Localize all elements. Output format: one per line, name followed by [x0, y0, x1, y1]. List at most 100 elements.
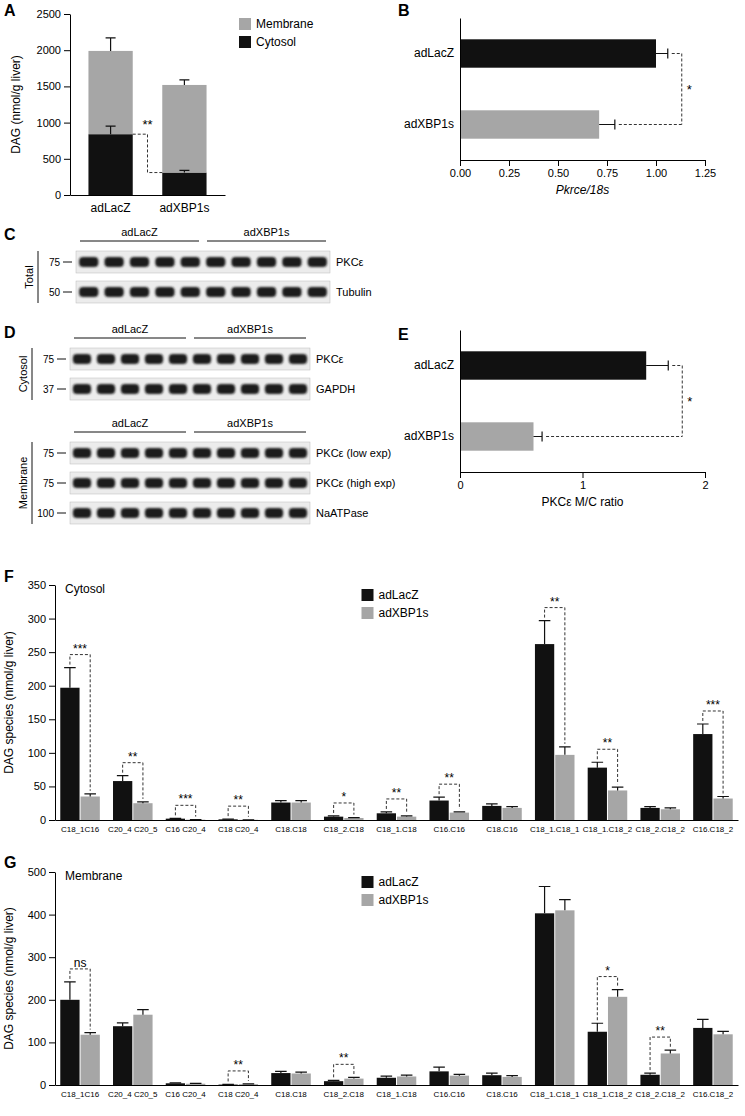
blot-band — [181, 257, 200, 267]
bar — [88, 134, 132, 195]
bar — [133, 1015, 152, 1085]
tick-label: C16.C18_2 — [693, 1090, 734, 1099]
group-label: adXBP1s — [227, 417, 273, 429]
significance-bracket — [546, 366, 682, 437]
tick-mark — [705, 160, 706, 166]
figure: A05001000150020002500adLacZadXBP1sDAG (n… — [0, 0, 745, 1116]
tick: 1500 — [37, 80, 70, 92]
blot-band — [121, 354, 139, 364]
section-bracket — [38, 251, 39, 303]
error-bar — [646, 361, 668, 371]
tick: C20_4 C20_5 — [108, 820, 158, 834]
section-label: Cytosol — [17, 356, 29, 393]
blot-band — [97, 384, 115, 394]
tick-label: 150 — [28, 713, 46, 725]
error-bar — [401, 1075, 413, 1076]
group-underline — [74, 432, 186, 433]
error-bar — [137, 802, 149, 803]
legend-label: Cytosol — [256, 35, 296, 49]
blot-band — [289, 448, 307, 458]
tick: C20_4 C20_5 — [108, 1085, 158, 1099]
tick: 250 — [28, 646, 55, 658]
bar — [292, 803, 311, 820]
error-bar — [454, 1074, 466, 1075]
error-bar — [348, 817, 360, 819]
axis: 012 — [457, 472, 708, 491]
blot-band — [155, 287, 174, 297]
axis: adLacZadXBP1s — [71, 195, 226, 215]
bar — [460, 422, 534, 450]
blot-band — [241, 448, 259, 458]
mw-label: 50 — [49, 287, 61, 298]
bar — [640, 808, 659, 820]
tick-label: 200 — [28, 994, 46, 1006]
mw-dash — [63, 262, 72, 263]
blot-band — [217, 384, 235, 394]
mw-dash — [57, 359, 66, 360]
row-label: Tubulin — [336, 286, 372, 298]
blot-band — [265, 384, 283, 394]
group-label: adXBP1s — [227, 323, 273, 335]
error-bar — [697, 724, 709, 734]
error-bar — [665, 1050, 677, 1053]
tick-label: C18 C20_4 — [218, 825, 259, 834]
marks — [60, 621, 732, 820]
tick: C18_2.C18 — [324, 820, 365, 834]
tick: 300 — [28, 613, 55, 625]
tick: C18_1C16 — [61, 1085, 100, 1099]
error-bar — [534, 432, 543, 442]
tick: adXBP1s — [159, 195, 209, 215]
significance-label: * — [605, 964, 610, 978]
bar — [535, 644, 554, 820]
error-bar — [222, 819, 234, 820]
row-label: PKCε — [316, 353, 344, 365]
significance-bracket — [545, 608, 565, 744]
axis: 0100200300400500 — [28, 866, 56, 1091]
blot-band — [193, 448, 211, 458]
tick-mark — [64, 159, 70, 160]
tick: C16 C20_4 — [165, 820, 206, 834]
legend: adLacZadXBP1s — [362, 588, 429, 620]
tick-label: C18_1.C18 — [376, 1090, 417, 1099]
blot-band — [145, 478, 163, 488]
blot-band — [241, 384, 259, 394]
error-bar — [328, 1080, 340, 1082]
blot-band — [73, 384, 91, 394]
blot-band — [73, 354, 91, 364]
bar — [713, 799, 732, 820]
tick-label: 100 — [28, 1036, 46, 1048]
axis-line — [70, 15, 71, 196]
tick: 0 — [40, 1079, 55, 1091]
tick-label: C18_1.C18 — [376, 825, 417, 834]
tick-mark — [49, 786, 55, 787]
blot-band — [217, 354, 235, 364]
blot: adLacZadXBP1sPKCε75Tubulin50Total — [23, 226, 372, 303]
error-bar — [64, 982, 76, 1000]
error-bar — [106, 38, 116, 51]
group-label: adLacZ — [112, 417, 149, 429]
bar — [133, 803, 152, 820]
tick: C18 C20_4 — [218, 820, 259, 834]
blot-band — [121, 384, 139, 394]
error-bar — [84, 1033, 96, 1035]
bar — [450, 1076, 469, 1085]
mw-label: 75 — [49, 257, 61, 268]
legend-swatch — [362, 607, 374, 619]
tick: 0.50 — [548, 160, 569, 179]
significance-bracket — [228, 806, 248, 817]
panel-label: C — [4, 226, 16, 243]
bar — [344, 818, 363, 820]
blot-band — [73, 508, 91, 518]
tick-label: 0 — [55, 189, 61, 201]
bar — [608, 997, 627, 1085]
error-bar — [222, 1084, 234, 1085]
mw-dash — [57, 513, 66, 514]
panel-label: A — [4, 2, 16, 19]
axis-title: DAG species (nmol/g liver) — [2, 631, 16, 774]
tick-label: C18_1.C18_1 — [530, 825, 580, 834]
tick-label: 350 — [28, 579, 46, 591]
error-bar — [243, 1083, 255, 1084]
blot-band — [155, 257, 174, 267]
significance-label: ** — [656, 1024, 666, 1038]
bar — [162, 85, 206, 173]
